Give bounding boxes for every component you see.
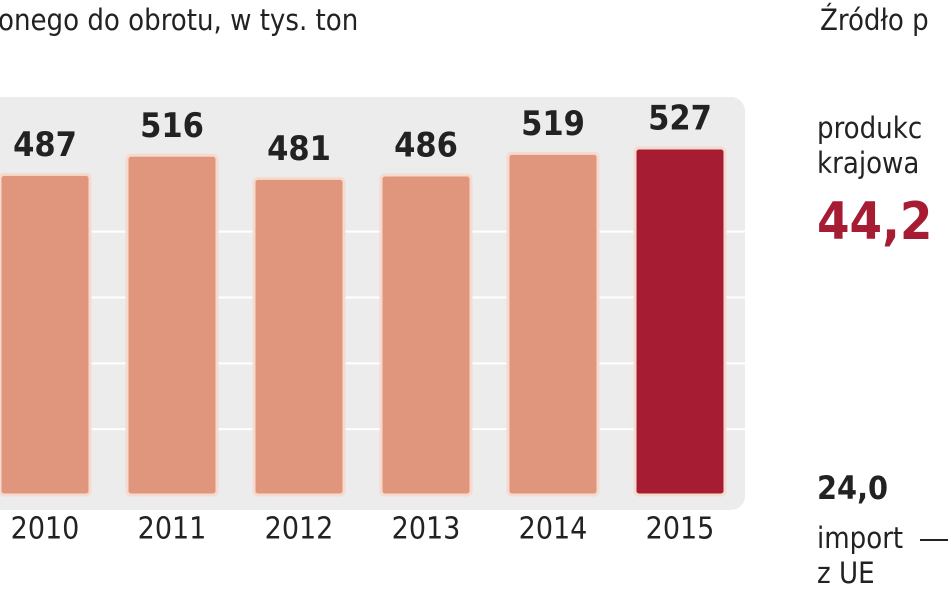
bar bbox=[506, 151, 600, 497]
side-value: 44,2 bbox=[817, 192, 932, 252]
side-label: krajowa bbox=[817, 146, 919, 180]
x-tick-label: 2010 bbox=[11, 512, 80, 547]
value-label: 486 bbox=[394, 126, 458, 166]
value-label: 487 bbox=[13, 125, 77, 165]
x-tick-label: 2015 bbox=[646, 512, 715, 547]
source: Źródło p bbox=[820, 3, 929, 37]
side-value: 24,0 bbox=[817, 469, 888, 507]
side-label: produkc bbox=[817, 111, 922, 145]
bar bbox=[0, 172, 92, 497]
value-label: 519 bbox=[521, 104, 585, 144]
bar bbox=[633, 146, 727, 497]
value-label: 516 bbox=[140, 106, 204, 146]
x-tick-label: 2014 bbox=[519, 512, 588, 547]
bar bbox=[379, 173, 473, 497]
side-label: z UE bbox=[817, 556, 875, 590]
value-label: 527 bbox=[648, 99, 712, 139]
x-tick-label: 2013 bbox=[392, 512, 461, 547]
value-label: 481 bbox=[267, 129, 331, 169]
bar bbox=[252, 176, 346, 497]
x-tick-label: 2011 bbox=[138, 512, 207, 547]
plot-background bbox=[0, 97, 745, 510]
x-tick-label: 2012 bbox=[265, 512, 334, 547]
side-label: import bbox=[817, 521, 903, 555]
chart-subtitle: onego do obrotu, w tys. ton bbox=[0, 3, 358, 37]
bar bbox=[125, 153, 219, 497]
